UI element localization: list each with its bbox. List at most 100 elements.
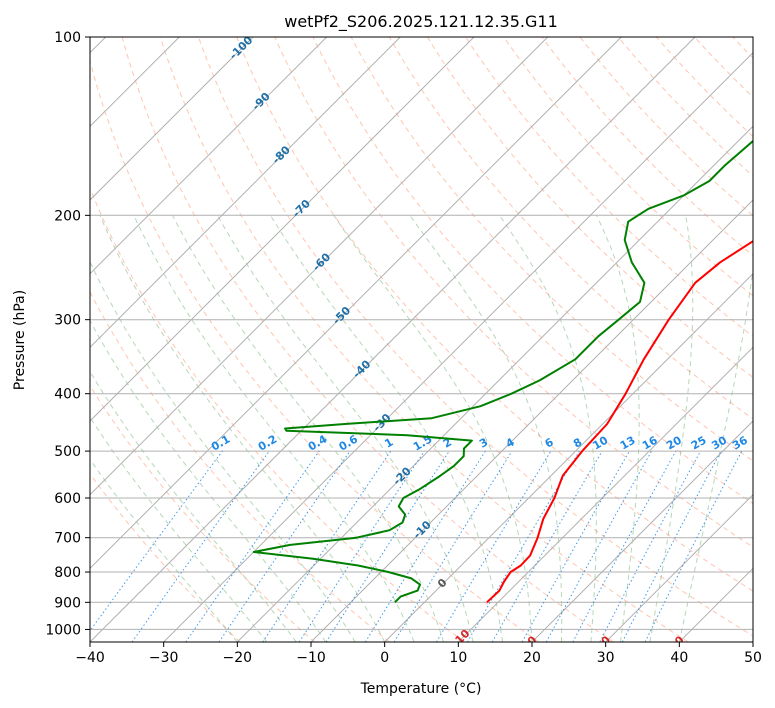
y-tick-label: 900	[54, 595, 81, 611]
moist-adiabat-line	[90, 260, 356, 642]
isotherm-line	[90, 37, 401, 349]
mixing-ratio-line	[325, 450, 450, 642]
dry-adiabats	[90, 37, 775, 642]
x-tick-label: −40	[75, 650, 105, 666]
x-tick-label: 10	[449, 650, 467, 666]
mixing-ratio-label: 0.4	[306, 432, 330, 453]
mixing-ratio-label: 0.1	[209, 433, 232, 454]
chart-title: wetPf2_S206.2025.121.12.35.G11	[284, 12, 558, 32]
sounding-profiles	[252, 139, 753, 604]
x-tick-label: 50	[744, 650, 762, 666]
x-tick-label: −10	[296, 650, 326, 666]
mixing-ratio-label: 30	[709, 433, 729, 452]
dry-adiabat-line	[90, 186, 465, 642]
x-tick-label: −20	[223, 650, 253, 666]
isotherm-line	[457, 346, 753, 642]
isotherms	[90, 37, 753, 642]
moist-adiabat-line	[333, 215, 533, 642]
moist-adiabats	[90, 215, 753, 642]
mixing-ratio-line	[521, 450, 630, 642]
isotherm-line	[752, 641, 753, 642]
x-tick-label: 40	[670, 650, 688, 666]
y-axis: 100 200 300 400 500 600 700 800 900 1000	[45, 30, 90, 638]
y-tick-label: 200	[54, 208, 81, 224]
isotherm-line	[90, 37, 475, 422]
isobars	[90, 37, 753, 630]
moist-adiabat-line	[133, 215, 415, 642]
mixing-ratio-line	[491, 450, 603, 642]
isotherm-label: -100	[227, 33, 256, 62]
dry-adiabat-line	[159, 37, 689, 642]
mixing-ratio-line	[364, 450, 486, 642]
mixing-ratio-label: 1	[382, 436, 395, 451]
mixing-ratio-line	[545, 450, 653, 642]
mixing-ratio-line	[90, 450, 223, 632]
isotherm-line	[90, 37, 328, 275]
dry-adiabat-line	[426, 37, 753, 378]
mixing-ratio-line	[435, 450, 552, 642]
mixing-ratio-label: 0.6	[337, 432, 361, 453]
mixing-ratio-line	[218, 450, 351, 642]
temperature-profile-line	[486, 240, 753, 604]
isotherm-label: -90	[250, 90, 273, 113]
x-tick-label: 20	[523, 650, 541, 666]
isotherm-line	[90, 37, 254, 201]
isotherm-line	[236, 125, 753, 642]
dry-adiabat-line	[236, 37, 753, 592]
dry-adiabat-line	[388, 37, 753, 420]
x-tick-label: −30	[149, 650, 179, 666]
moist-adiabat-line	[172, 215, 445, 642]
y-tick-label: 700	[54, 531, 81, 547]
dry-adiabat-line	[771, 37, 775, 642]
mixing-ratio-line	[467, 450, 580, 642]
moist-adiabat-line	[90, 458, 238, 642]
mixing-ratio-label: 0.2	[256, 433, 279, 454]
mixing-ratio-label: 10	[590, 433, 610, 452]
isotherm-label: 20	[520, 633, 540, 653]
y-tick-label: 500	[54, 444, 81, 460]
isotherm-label: -80	[270, 143, 293, 166]
mixing-ratio-line	[185, 450, 320, 642]
isotherm-label: -70	[290, 197, 313, 220]
isotherm-label: 40	[667, 633, 687, 653]
isotherm-line	[605, 493, 753, 642]
mixing-ratio-lines	[90, 450, 743, 642]
dry-adiabat-line	[121, 37, 614, 642]
isotherm-line	[163, 51, 753, 642]
dry-adiabat-line	[198, 37, 753, 637]
plot-frame	[89, 36, 754, 643]
y-axis-label: Pressure (hPa)	[12, 290, 28, 390]
mixing-ratio-label: 36	[730, 433, 750, 452]
mixing-ratio-label: 8	[571, 436, 584, 451]
x-axis: −40 −30 −20 −10 0 10 20 30 40 50	[75, 642, 762, 666]
dry-adiabat-line	[732, 37, 753, 59]
y-tick-label: 100	[54, 30, 81, 46]
isotherm-line	[310, 199, 753, 642]
isotherm-line	[90, 37, 549, 496]
dry-adiabat-line	[350, 37, 753, 462]
dewpoint-profile-line	[252, 139, 753, 604]
mixing-ratio-line	[393, 450, 513, 642]
mixing-ratio-label: 3	[477, 436, 490, 451]
dry-adiabat-line	[274, 37, 753, 548]
isotherm-line	[531, 420, 753, 642]
mixing-ratio-line	[572, 450, 677, 642]
isotherm-line	[384, 272, 753, 642]
moist-adiabat-line	[649, 215, 694, 642]
dry-adiabat-line	[90, 59, 540, 642]
y-tick-label: 400	[54, 387, 81, 403]
moist-adiabat-line	[596, 215, 640, 642]
dry-adiabat-line	[465, 37, 753, 337]
moist-adiabat-line	[90, 416, 268, 642]
mixing-ratio-label: 20	[664, 433, 684, 452]
y-tick-label: 600	[54, 491, 81, 507]
isotherm-line	[678, 567, 753, 642]
y-tick-label: 800	[54, 565, 81, 581]
mixing-ratio-line	[131, 450, 270, 642]
mixing-ratio-label: 13	[618, 434, 638, 453]
isotherm-label: 30	[593, 633, 613, 653]
dry-adiabat-line	[694, 37, 753, 98]
moist-adiabat-line	[90, 370, 297, 642]
